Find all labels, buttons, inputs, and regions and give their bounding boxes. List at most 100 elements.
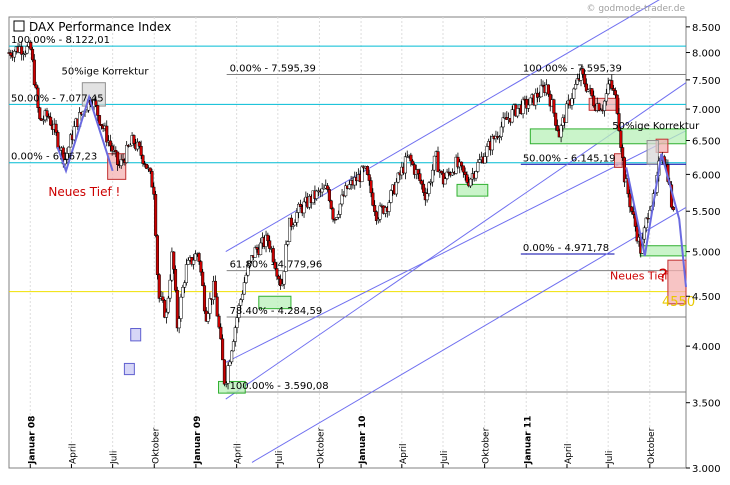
candle-up — [534, 92, 538, 106]
candle-up — [206, 313, 210, 322]
candle-up — [248, 260, 252, 266]
y-tick-label: 7.500 — [692, 76, 721, 87]
candle-up — [575, 78, 579, 85]
annotation-label: 4550 — [662, 295, 695, 310]
y-tick-label: 6.000 — [692, 170, 721, 181]
candle-down — [365, 166, 369, 175]
candle-down — [54, 123, 58, 133]
annotation-label: 50%ige Korrektur — [612, 121, 700, 132]
x-tick-label: April — [68, 443, 78, 464]
candle-up — [490, 136, 494, 151]
y-tick-label: 8.500 — [692, 23, 721, 34]
level-label: 100.00% - 3.590,08 — [230, 381, 329, 392]
y-tick-label: 6.500 — [692, 136, 721, 147]
candle-down — [592, 95, 596, 107]
candle-up — [478, 159, 482, 163]
candle-down — [173, 269, 178, 291]
candle-up — [184, 264, 188, 283]
candle-up — [235, 317, 239, 328]
candle-down — [631, 211, 636, 215]
candle-up — [68, 134, 73, 148]
candle-up — [450, 172, 455, 176]
candle-down — [461, 165, 465, 173]
candle-up — [644, 217, 648, 229]
candle-down — [327, 189, 331, 202]
candle-up — [168, 279, 172, 299]
watermark: © godmode-trader.de — [586, 4, 685, 14]
y-tick-label: 4.000 — [692, 342, 721, 353]
candle-up — [559, 125, 563, 138]
candle-up — [288, 217, 292, 242]
candle-up — [338, 203, 342, 215]
candle-up — [335, 217, 339, 220]
candle-down — [172, 251, 176, 270]
candle-down — [116, 151, 120, 165]
candle-up — [23, 52, 27, 55]
candle-down — [275, 268, 279, 277]
candle-up — [322, 187, 326, 190]
candle-up — [340, 194, 344, 205]
x-tick-label: Juli — [275, 451, 285, 465]
candle-down — [581, 68, 585, 75]
candle-up — [302, 201, 306, 214]
candle-up — [474, 171, 478, 179]
candle-down — [273, 261, 277, 269]
candle-down — [590, 88, 594, 97]
candle-up — [293, 222, 297, 226]
candle-up — [572, 88, 576, 99]
candle-up — [284, 244, 288, 272]
candle-up — [250, 255, 254, 262]
candle-down — [584, 83, 588, 92]
y-tick-label: 5.000 — [692, 248, 721, 259]
candle-down — [108, 140, 112, 147]
x-tick-label: Oktober — [482, 427, 492, 464]
candle-up — [516, 108, 520, 117]
candle-down — [38, 107, 42, 120]
title-checkbox-icon — [13, 20, 25, 32]
candle-down — [373, 205, 377, 212]
candle-down — [617, 113, 621, 132]
candle-down — [155, 235, 159, 276]
candle-down — [217, 315, 221, 328]
candle-down — [110, 145, 114, 152]
candle-down — [222, 359, 226, 385]
candle-up — [295, 212, 299, 223]
level-label: 0.00% - 4.971,78 — [523, 243, 609, 254]
candle-up — [501, 117, 505, 128]
green-marker-box — [258, 295, 292, 310]
candle-up — [336, 214, 340, 218]
candle-down — [326, 185, 330, 190]
x-tick-label: April — [234, 443, 244, 464]
candle-down — [463, 171, 467, 175]
candle-down — [289, 217, 293, 227]
candle-down — [215, 296, 219, 317]
candle-up — [244, 274, 248, 283]
candle-up — [586, 89, 590, 92]
candle-down — [197, 253, 201, 262]
candle-down — [221, 338, 225, 361]
candle-down — [416, 169, 420, 174]
candle-up — [231, 341, 236, 352]
y-tick-label: 4.500 — [692, 292, 721, 303]
candle-down — [619, 130, 623, 148]
x-tick-label: Juli — [110, 451, 120, 465]
candle-up — [166, 297, 170, 313]
candle-down — [137, 141, 141, 147]
candle-up — [378, 205, 382, 220]
candle-up — [376, 219, 380, 222]
candle-down — [331, 208, 335, 220]
candle-down — [175, 290, 179, 329]
candle-up — [224, 383, 228, 385]
candle-down — [29, 42, 33, 50]
level-label: 50.00% - 6.145,19 — [523, 153, 616, 164]
candle-down — [94, 100, 98, 106]
candle-down — [546, 84, 550, 95]
candle-up — [253, 247, 257, 258]
candle-up — [186, 260, 190, 265]
candle-up — [347, 184, 351, 189]
candle-down — [630, 206, 634, 212]
candle-up — [476, 162, 480, 172]
annotation-label: Neues Tief ! — [48, 185, 120, 199]
candle-down — [96, 105, 100, 116]
candle-up — [192, 259, 196, 265]
